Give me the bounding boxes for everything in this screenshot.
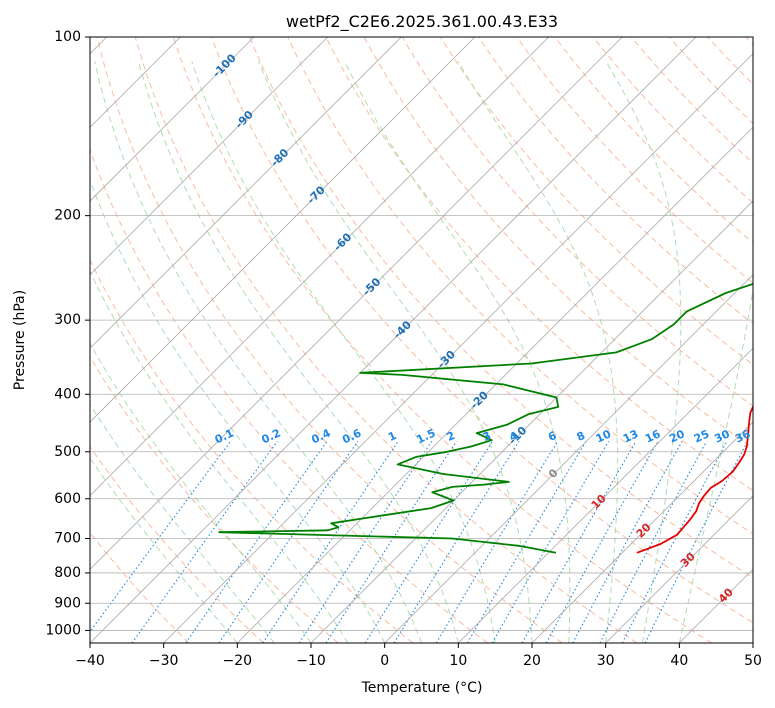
mixing-ratio-line xyxy=(467,441,587,643)
isotherm-line xyxy=(90,37,476,423)
dry-adiabat-line xyxy=(516,37,753,284)
x-tick-label: 0 xyxy=(380,653,389,669)
plot-frame xyxy=(89,36,754,644)
chart-title: wetPf2_C2E6.2025.361.00.43.E33 xyxy=(286,12,558,32)
x-tick-label: −10 xyxy=(296,653,326,669)
dry-adiabat-line xyxy=(630,37,753,164)
isotherm-line xyxy=(310,200,753,643)
moist-adiabat-line xyxy=(90,403,275,643)
mixing-ratio-label: 13 xyxy=(621,427,640,445)
dry-adiabat-line xyxy=(249,37,753,579)
y-axis: 100 200 300 400 500 600 700 800 900 1000 xyxy=(45,29,90,638)
y-tick-label: 800 xyxy=(54,565,81,581)
moist-adiabat-line xyxy=(138,61,459,643)
moist-adiabat-line xyxy=(90,270,349,643)
x-tick-label: 30 xyxy=(597,653,615,669)
x-tick-label: −20 xyxy=(223,653,253,669)
moist-adiabat-line xyxy=(90,342,312,643)
x-tick-label: 40 xyxy=(670,653,688,669)
mixing-ratio-label: 10 xyxy=(594,427,614,445)
x-tick-label: 50 xyxy=(744,653,762,669)
mixing-ratio-line xyxy=(393,441,520,643)
moist-adiabat-line xyxy=(344,61,571,643)
dry-adiabat-line xyxy=(325,37,753,492)
mixing-ratio-line xyxy=(262,440,399,643)
plot-area xyxy=(90,37,753,643)
isotherm-line xyxy=(90,37,255,202)
dry-adiabat-line xyxy=(172,37,712,643)
mixing-ratio-label: 16 xyxy=(643,427,663,445)
moist-adiabat-line xyxy=(605,61,682,643)
y-tick-label: 1000 xyxy=(45,622,81,638)
dry-adiabat-line xyxy=(478,37,753,325)
dry-adiabat-line xyxy=(134,37,638,643)
y-axis-label: Pressure (hPa) xyxy=(12,290,28,390)
moist-adiabat-line xyxy=(90,178,386,643)
y-tick-label: 300 xyxy=(54,312,81,328)
y-tick-label: 700 xyxy=(54,531,81,547)
y-tick-label: 100 xyxy=(54,29,81,45)
dry-adiabat-line xyxy=(592,37,753,204)
mixing-ratio-line xyxy=(435,441,559,643)
dry-adiabat-line xyxy=(90,445,264,643)
isotherm-line xyxy=(90,37,697,643)
y-tick-label: 900 xyxy=(54,595,81,611)
mixing-ratio-line xyxy=(90,440,232,633)
isotherm-line xyxy=(90,37,402,349)
isotherm-line xyxy=(605,495,753,643)
mixing-ratio-line xyxy=(621,441,728,643)
y-tick-label: 400 xyxy=(54,386,81,402)
dry-adiabat-line xyxy=(96,37,563,643)
x-axis: −40 −30 −20 −10 0 10 20 30 40 50 xyxy=(75,643,762,669)
y-tick-label: 500 xyxy=(54,444,81,460)
sounding-series-line xyxy=(636,404,753,554)
x-tick-label: −40 xyxy=(75,653,105,669)
x-tick-label: 20 xyxy=(523,653,541,669)
mixing-ratio-line xyxy=(131,440,278,643)
moist-adiabat-line xyxy=(191,61,496,643)
dry-adiabat-line xyxy=(90,258,414,643)
isotherm-line xyxy=(163,53,753,643)
x-tick-label: 10 xyxy=(449,653,467,669)
sounding-series-line xyxy=(218,283,753,554)
mixing-ratio-line xyxy=(218,440,359,643)
mixing-ratio-label: 25 xyxy=(692,427,711,445)
dry-adiabat-line xyxy=(401,37,753,407)
mixing-ratio-line xyxy=(185,440,328,643)
mixing-ratio-label: 20 xyxy=(667,427,687,445)
dry-adiabat-line xyxy=(211,37,753,624)
mixing-ratio-label: 36 xyxy=(733,427,753,445)
isotherm-line xyxy=(90,37,328,276)
y-tick-label: 200 xyxy=(54,208,81,224)
y-tick-label: 600 xyxy=(54,491,81,507)
moist-adiabat-line xyxy=(90,457,238,643)
isotherm-line xyxy=(90,37,549,497)
isotherm-line xyxy=(237,126,753,643)
isotherm-line xyxy=(90,37,623,570)
isotherm-line xyxy=(531,421,753,643)
moist-adiabat-line xyxy=(94,61,422,643)
moist-adiabat-line xyxy=(457,61,619,643)
x-tick-label: −30 xyxy=(149,653,179,669)
moist-adiabat-line xyxy=(258,61,533,643)
isotherm-line xyxy=(458,347,753,643)
x-axis-label: Temperature (°C) xyxy=(361,680,483,696)
mixing-ratio-line xyxy=(298,440,433,643)
mixing-ratio-label: 30 xyxy=(712,427,732,445)
mixing-ratio-line xyxy=(521,441,637,643)
